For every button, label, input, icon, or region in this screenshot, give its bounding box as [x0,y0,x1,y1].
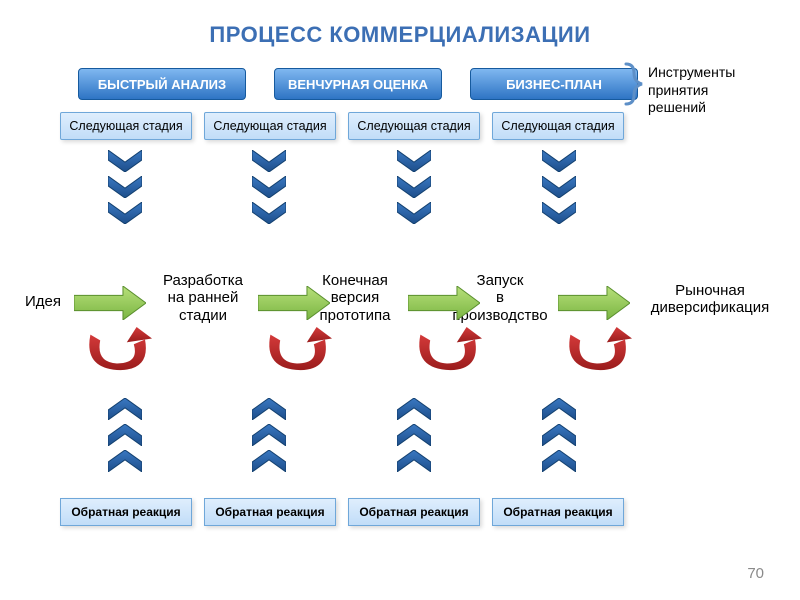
forward-arrow-icon [258,286,330,325]
forward-arrow-icon [558,286,630,325]
stage-box: Следующая стадия [348,112,480,140]
down-chevrons [252,150,286,224]
up-chevrons [542,398,576,472]
up-chevrons [252,398,286,472]
forward-arrow-icon [408,286,480,325]
tool-box: БЫСТРЫЙ АНАЛИЗ [78,68,246,100]
page-title: ПРОЦЕСС КОММЕРЦИАЛИЗАЦИИ [0,0,800,58]
reaction-box: Обратная реакция [492,498,624,526]
tool-box: ВЕНЧУРНАЯ ОЦЕНКА [274,68,442,100]
reaction-box: Обратная реакция [204,498,336,526]
tools-side-label: Инструменты принятия решений [648,64,735,117]
feedback-swirl-icon [82,326,152,379]
up-chevrons [397,398,431,472]
up-chevrons [108,398,142,472]
down-chevrons [108,150,142,224]
feedback-swirl-icon [562,326,632,379]
stage-row: Следующая стадия Следующая стадия Следующа… [60,112,624,140]
stage-box: Следующая стадия [492,112,624,140]
tools-row: БЫСТРЫЙ АНАЛИЗ ВЕНЧУРНАЯ ОЦЕНКА БИЗНЕС-ПЛА… [78,68,638,100]
reaction-box: Обратная реакция [60,498,192,526]
feedback-swirl-icon [262,326,332,379]
down-chevrons [542,150,576,224]
reaction-row: Обратная реакция Обратная реакция Обратная… [60,498,624,526]
tool-box: БИЗНЕС-ПЛАН [470,68,638,100]
brace-icon [622,62,644,106]
stage-box: Следующая стадия [60,112,192,140]
reaction-box: Обратная реакция [348,498,480,526]
down-chevrons [397,150,431,224]
stage-label: Идея [14,293,72,310]
forward-arrow-icon [74,286,146,325]
stage-label: Рыночная диверсификация [630,282,790,317]
feedback-swirl-icon [412,326,482,379]
stage-box: Следующая стадия [204,112,336,140]
page-number: 70 [747,565,764,582]
stage-label: Разработка на ранней стадии [148,272,258,324]
